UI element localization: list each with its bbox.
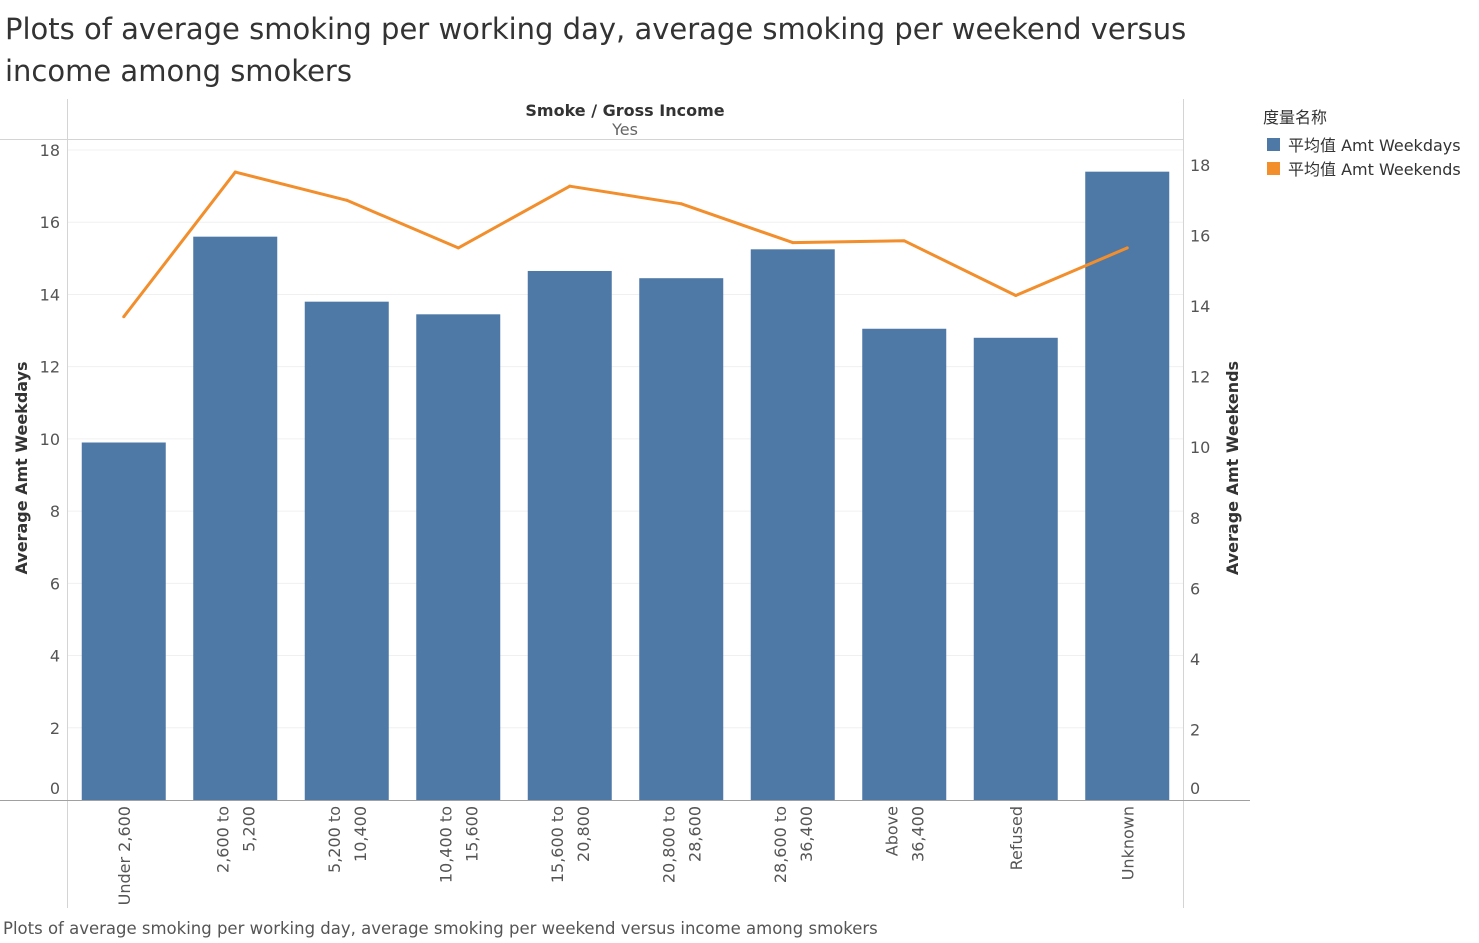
legend-label-weekends: 平均值 Amt Weekends	[1288, 160, 1461, 179]
x-category-label: Refused	[1007, 806, 1026, 870]
y2-tick-label: 14	[1190, 297, 1210, 316]
bar	[862, 328, 947, 800]
y2-tick-label: 8	[1190, 509, 1200, 528]
line-point	[122, 315, 126, 319]
x-category-label: 28,600	[685, 806, 704, 862]
bar	[527, 270, 612, 800]
y-tick-label: 16	[40, 213, 60, 232]
legend-item-weekdays[interactable]: 平均值 Amt Weekdays	[1263, 132, 1461, 156]
bar	[416, 314, 501, 800]
header-subtitle: Yes	[611, 120, 638, 139]
y-tick-label: 12	[40, 358, 60, 377]
legend-title: 度量名称	[1263, 108, 1328, 127]
chart-caption: Plots of average smoking per working day…	[3, 919, 878, 938]
x-category-label: 28,600 to	[771, 806, 790, 883]
left-axis-ticks: 0 2 4 6 8 10 12 14 16 18	[40, 141, 60, 798]
bar-series	[81, 171, 1170, 801]
x-category-label: Unknown	[1118, 806, 1137, 880]
line-point	[1125, 246, 1129, 250]
line-series	[122, 170, 1129, 319]
x-category-label: 5,200	[239, 806, 258, 852]
legend-label-weekdays: 平均值 Amt Weekdays	[1288, 136, 1461, 155]
header-title: Smoke / Gross Income	[525, 101, 724, 120]
line-point	[456, 246, 460, 250]
x-category-label: 10,400	[351, 806, 370, 862]
x-category-label: 5,200 to	[325, 806, 344, 873]
y2-axis-title: Average Amt Weekends	[1223, 361, 1242, 575]
chart-frame	[0, 99, 1250, 908]
y-tick-label: 6	[50, 574, 60, 593]
legend-item-weekends[interactable]: 平均值 Amt Weekends	[1263, 156, 1461, 180]
right-axis-ticks: 0 2 4 6 8 10 12 14 16 18	[1190, 156, 1210, 798]
line-point	[1014, 294, 1018, 298]
y2-tick-label: 6	[1190, 579, 1200, 598]
bar	[81, 442, 166, 800]
legend-swatch-weekends	[1267, 161, 1280, 175]
bar	[193, 236, 278, 800]
chart-title: Plots of average smoking per working day…	[5, 12, 1187, 88]
y-tick-label: 8	[50, 502, 60, 521]
x-category-label: 20,800	[574, 806, 593, 862]
bar	[750, 249, 835, 801]
y2-tick-label: 12	[1190, 368, 1210, 387]
legend: 度量名称 平均值 Amt Weekdays 平均值 Amt Weekends	[1263, 104, 1461, 180]
x-category-label: 15,600 to	[548, 806, 567, 883]
y2-tick-label: 18	[1190, 156, 1210, 175]
x-category-label: 15,600	[462, 806, 481, 862]
line-point	[902, 239, 906, 243]
category-labels: Under 2,600 2,600 to 5,200 5,200 to 10,400 10…	[115, 806, 1138, 905]
y2-tick-label: 2	[1190, 720, 1200, 739]
y2-tick-label: 0	[1190, 779, 1200, 798]
y-tick-label: 4	[50, 647, 60, 666]
bar	[973, 337, 1058, 800]
legend-swatch-weekdays	[1267, 137, 1280, 151]
x-category-label: 20,800 to	[659, 806, 678, 883]
y2-tick-label: 16	[1190, 227, 1210, 246]
bar	[639, 278, 724, 800]
line-point	[791, 241, 795, 245]
y2-tick-label: 10	[1190, 438, 1210, 457]
x-category-label: 36,400	[797, 806, 816, 862]
x-category-label: 10,400 to	[436, 806, 455, 883]
bar	[1085, 171, 1170, 800]
y-tick-label: 10	[40, 430, 60, 449]
line-point	[568, 184, 572, 188]
y-tick-label: 18	[40, 141, 60, 160]
y-tick-label: 14	[40, 285, 60, 304]
x-category-label: Above	[882, 806, 901, 856]
bar	[304, 301, 389, 800]
x-category-label: 2,600 to	[213, 806, 232, 873]
y-tick-label: 0	[50, 779, 60, 798]
line-point	[233, 170, 237, 174]
y2-tick-label: 4	[1190, 650, 1200, 669]
line-point	[345, 198, 349, 202]
y-tick-label: 2	[50, 719, 60, 738]
line-point	[679, 202, 683, 206]
x-category-label: Under 2,600	[115, 806, 134, 905]
y-axis-title: Average Amt Weekdays	[12, 361, 31, 574]
weekends-line	[122, 170, 1128, 318]
x-category-label: 36,400	[908, 806, 927, 862]
